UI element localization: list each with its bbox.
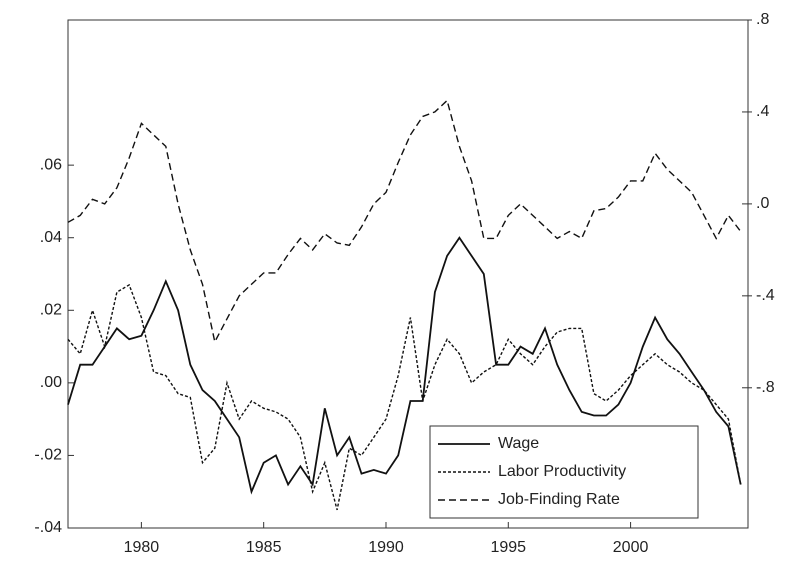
legend-label: Labor Productivity [498, 463, 626, 480]
series-line [67, 99, 742, 344]
y2-tick-label: .8 [756, 11, 769, 28]
x-tick-label: 2000 [613, 539, 649, 556]
y2-tick-label: .0 [756, 195, 769, 212]
y-tick-label: .00 [40, 374, 62, 391]
y-tick-label: .06 [40, 156, 62, 173]
plot-frame [67, 19, 749, 529]
y2-tick-label: -.4 [756, 287, 775, 304]
x-tick-label: 1980 [124, 539, 160, 556]
x-tick-label: 1985 [246, 539, 282, 556]
legend-label: Job-Finding Rate [498, 491, 620, 508]
x-tick-label: 1990 [368, 539, 404, 556]
y-tick-label: .02 [40, 302, 62, 319]
y-tick-label: .04 [40, 229, 62, 246]
y2-tick-label: -.8 [756, 379, 775, 396]
x-tick-label: 1995 [490, 539, 526, 556]
legend-label: Wage [498, 435, 539, 452]
y-tick-label: -.02 [34, 447, 62, 464]
y2-tick-label: .4 [756, 103, 769, 120]
y-tick-label: -.04 [34, 519, 62, 536]
legend: Wage Labor Productivity Job-Finding Rate [429, 425, 699, 519]
series-line [67, 283, 742, 511]
series-line [67, 236, 742, 495]
